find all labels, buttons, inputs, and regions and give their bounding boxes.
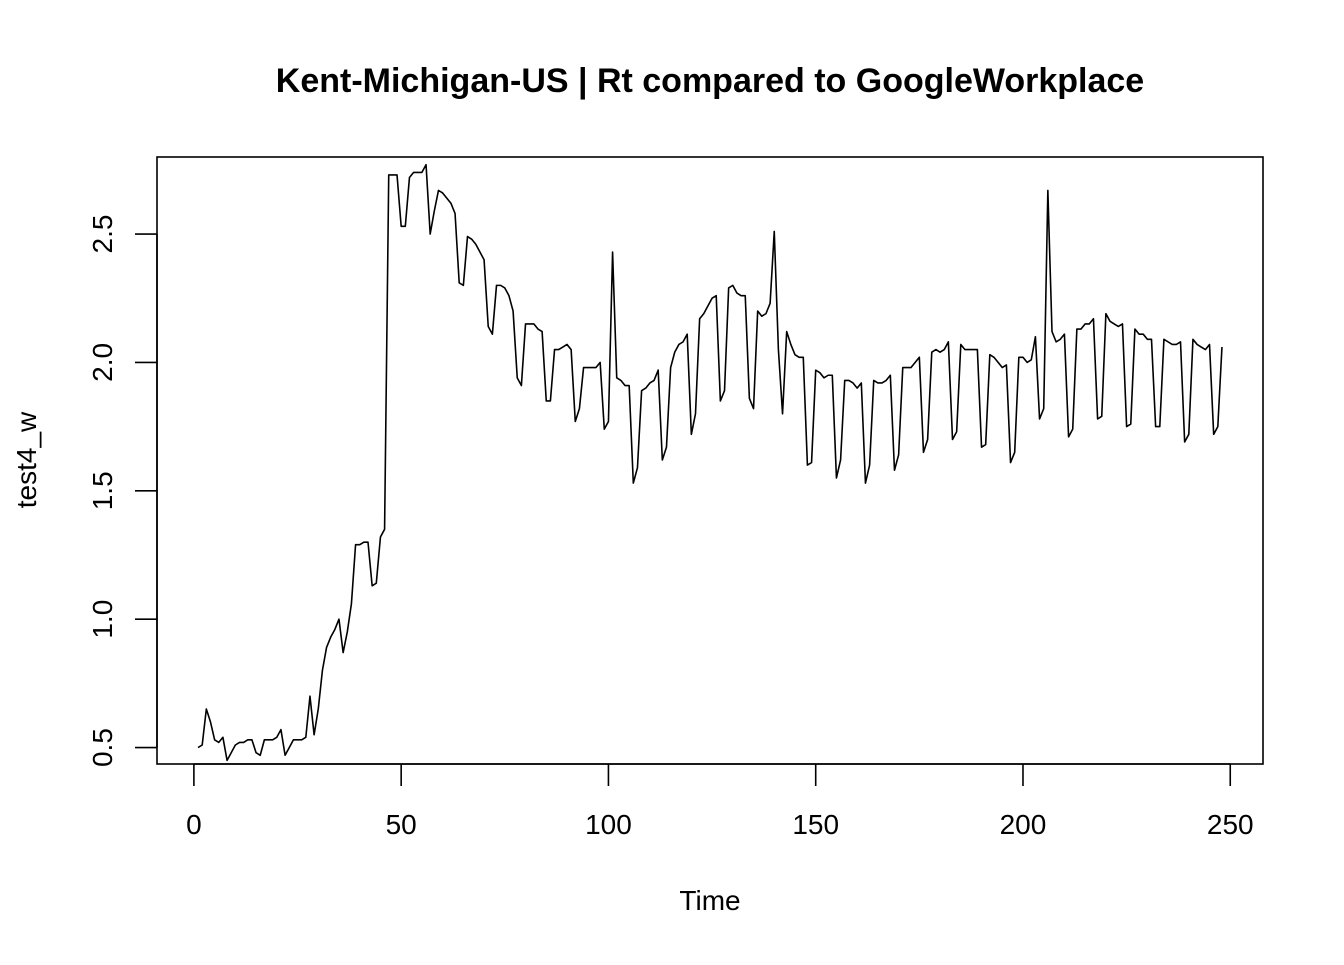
x-axis-label: Time: [679, 885, 740, 916]
y-axis: 0.5 1.0 1.5 2.0 2.5: [87, 215, 158, 767]
x-tick-label: 200: [1000, 809, 1047, 840]
y-tick-label: 1.0: [87, 600, 118, 639]
chart-title: Kent-Michigan-US | Rt compared to Google…: [276, 62, 1144, 100]
y-tick-label: 2.5: [87, 215, 118, 254]
x-axis: 0 50 100 150 200 250: [186, 763, 1254, 840]
y-tick-label: 0.5: [87, 728, 118, 767]
x-tick-label: 100: [585, 809, 632, 840]
x-tick-label: 0: [186, 809, 202, 840]
x-tick-label: 150: [792, 809, 839, 840]
y-axis-label: test4_w: [11, 411, 42, 508]
x-tick-label: 50: [386, 809, 417, 840]
series-line: [197, 163, 1223, 762]
x-tick-label: 250: [1207, 809, 1254, 840]
y-tick-label: 2.0: [87, 343, 118, 382]
y-tick-label: 1.5: [87, 471, 118, 510]
